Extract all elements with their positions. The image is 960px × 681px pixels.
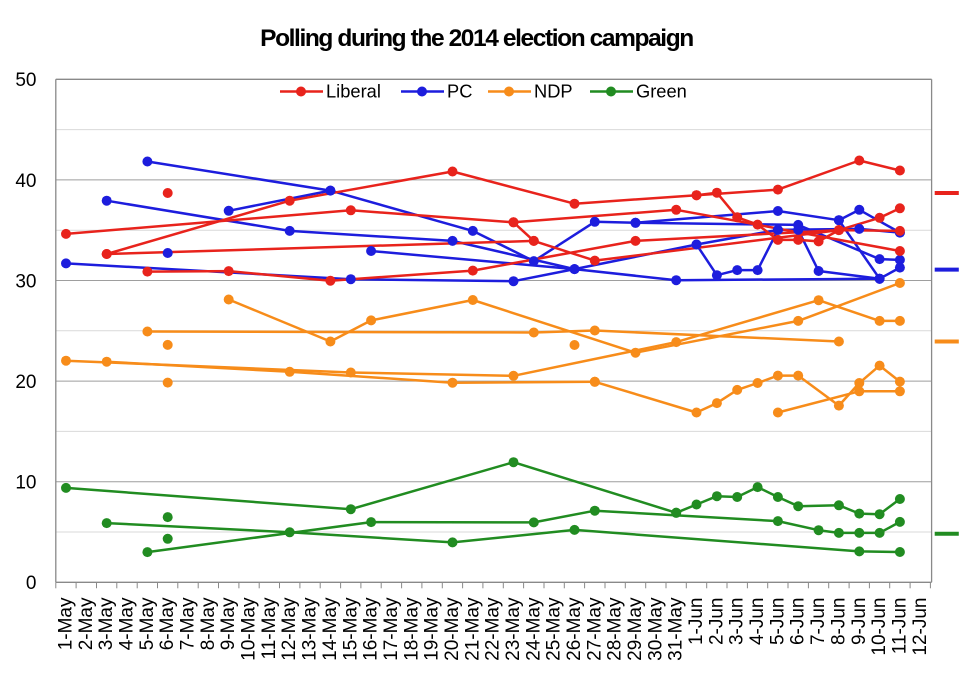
svg-text:6-May: 6-May bbox=[157, 597, 178, 650]
svg-text:13-May: 13-May bbox=[300, 597, 321, 661]
svg-text:25-May: 25-May bbox=[544, 597, 565, 661]
svg-text:40: 40 bbox=[15, 171, 36, 192]
svg-text:50: 50 bbox=[15, 70, 36, 91]
svg-text:28-May: 28-May bbox=[605, 597, 626, 661]
svg-text:15-May: 15-May bbox=[340, 597, 361, 661]
svg-text:11-Jun: 11-Jun bbox=[889, 598, 910, 655]
svg-text:7-Jun: 7-Jun bbox=[808, 598, 829, 646]
svg-text:23-May: 23-May bbox=[503, 597, 524, 661]
svg-text:NDP: NDP bbox=[534, 81, 573, 102]
svg-text:27-May: 27-May bbox=[584, 597, 605, 661]
svg-text:12-Jun: 12-Jun bbox=[910, 598, 931, 656]
svg-text:10-Jun: 10-Jun bbox=[869, 598, 890, 656]
svg-text:9-May: 9-May bbox=[218, 597, 239, 650]
svg-text:Green: Green bbox=[636, 81, 687, 102]
svg-text:PC: PC bbox=[447, 81, 472, 102]
svg-text:22-May: 22-May bbox=[483, 597, 504, 661]
svg-text:Liberal: Liberal bbox=[326, 81, 381, 102]
svg-text:10: 10 bbox=[15, 473, 36, 494]
svg-text:5-May: 5-May bbox=[137, 597, 158, 650]
svg-text:20-May: 20-May bbox=[442, 597, 463, 661]
svg-text:17-May: 17-May bbox=[381, 597, 402, 661]
svg-text:14-May: 14-May bbox=[320, 597, 341, 661]
svg-text:19-May: 19-May bbox=[422, 597, 443, 661]
svg-text:20: 20 bbox=[15, 372, 36, 393]
svg-text:4-Jun: 4-Jun bbox=[747, 598, 768, 646]
svg-text:26-May: 26-May bbox=[564, 597, 585, 661]
svg-text:2-Jun: 2-Jun bbox=[706, 598, 727, 646]
svg-text:16-May: 16-May bbox=[361, 597, 382, 661]
svg-text:10-May: 10-May bbox=[239, 597, 260, 661]
svg-text:21-May: 21-May bbox=[462, 597, 483, 661]
svg-text:0: 0 bbox=[26, 573, 37, 594]
svg-text:29-May: 29-May bbox=[625, 597, 646, 661]
svg-text:9-Jun: 9-Jun bbox=[849, 598, 870, 646]
svg-text:6-Jun: 6-Jun bbox=[788, 598, 809, 646]
svg-text:Polling during the 2014 electi: Polling during the 2014 election campaig… bbox=[260, 25, 693, 52]
svg-text:4-May: 4-May bbox=[117, 597, 138, 650]
svg-text:1-May: 1-May bbox=[56, 597, 77, 650]
svg-text:7-May: 7-May bbox=[178, 597, 199, 650]
svg-text:31-May: 31-May bbox=[666, 597, 687, 661]
svg-text:24-May: 24-May bbox=[523, 597, 544, 661]
svg-text:30-May: 30-May bbox=[645, 597, 666, 661]
svg-text:8-May: 8-May bbox=[198, 597, 219, 650]
svg-text:3-Jun: 3-Jun bbox=[727, 598, 748, 646]
svg-text:11-May: 11-May bbox=[259, 597, 280, 659]
svg-text:3-May: 3-May bbox=[96, 597, 117, 650]
svg-text:2-May: 2-May bbox=[76, 597, 97, 650]
svg-text:1-Jun: 1-Jun bbox=[686, 598, 707, 646]
svg-text:5-Jun: 5-Jun bbox=[767, 598, 788, 646]
svg-text:8-Jun: 8-Jun bbox=[828, 598, 849, 646]
svg-text:18-May: 18-May bbox=[401, 597, 422, 661]
svg-text:12-May: 12-May bbox=[279, 597, 300, 661]
svg-text:30: 30 bbox=[15, 271, 36, 292]
